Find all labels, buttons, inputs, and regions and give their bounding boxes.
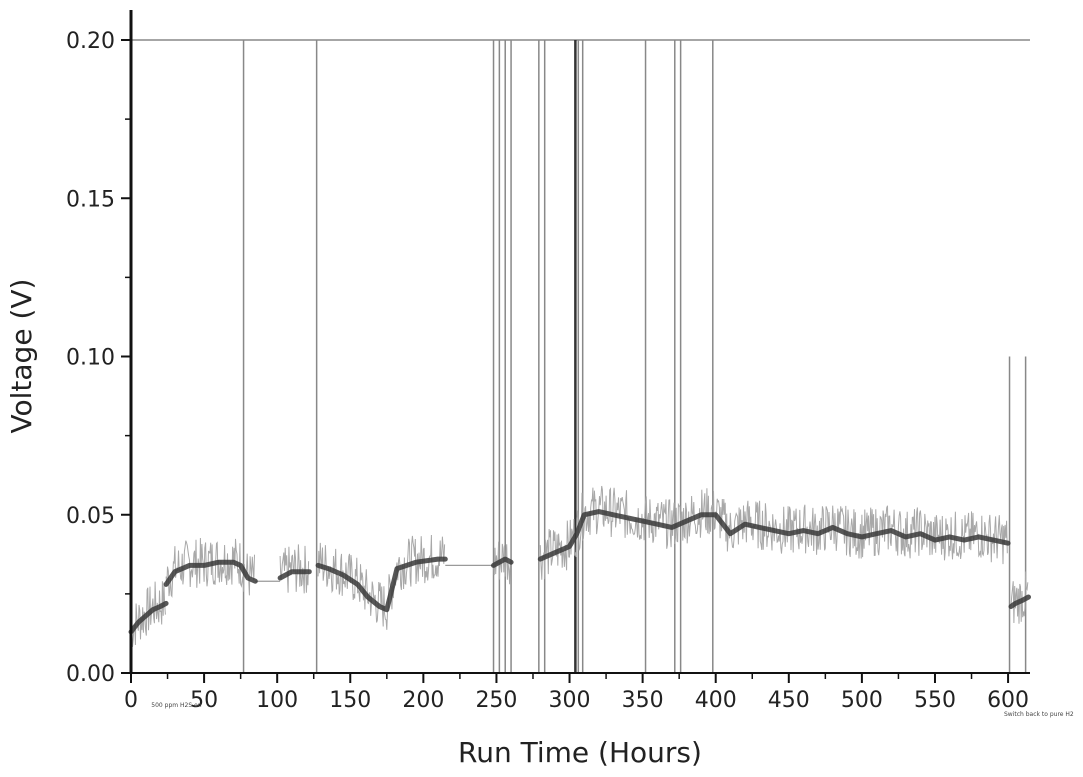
x-tick-label: 100 [256,688,298,713]
series-segment-4 [315,556,448,613]
x-tick-label: 250 [475,688,517,713]
y-tick-label: 0.10 [66,346,115,371]
x-axis-title: Run Time (Hours) [458,736,702,769]
x-tick-label: 500 [841,688,883,713]
x-tick-label: 300 [549,688,591,713]
x-ticks: 0 50 100 150 200 250 300 350 400 450 500 550 600 [124,673,1029,713]
series-segment-7 [1008,594,1031,609]
series-noise-1 [130,581,166,647]
y-ticks: 0.00 0.05 0.10 0.15 0.20 [66,29,131,687]
gap-connectors [255,564,497,582]
series-segment-5 [491,556,514,568]
series-segment-1 [128,600,169,635]
axes [129,10,1030,674]
x-tick-label: 550 [914,688,956,713]
annotation-1: 500 ppm H2S on [151,702,201,709]
y-tick-label: 0.15 [66,187,115,212]
y-tick-label: 0.20 [66,29,115,54]
series-segment-6 [537,509,1011,562]
y-tick-label: 0.05 [66,504,115,529]
annotations: 500 ppm H2S on Switch back to pure H2 [151,702,1074,718]
series-traces [128,485,1031,647]
x-tick-label: 150 [329,688,371,713]
x-tick-label: 200 [402,688,444,713]
x-tick-label: 350 [622,688,664,713]
series-segment-3 [277,569,312,581]
y-axis-title: Voltage (V) [5,279,38,434]
x-tick-label: 400 [695,688,737,713]
x-tick-label: 600 [987,688,1029,713]
series-noise-2 [165,537,255,598]
y-tick-label: 0.00 [66,662,115,687]
x-tick-label: 450 [768,688,810,713]
series-noise-4 [317,534,446,630]
series-segment-2 [163,559,258,587]
x-tick-label: 0 [124,688,138,713]
annotation-2: Switch back to pure H2 [1004,711,1074,718]
x-tick-label: 50 [190,688,218,713]
series-noise-3 [279,544,310,594]
